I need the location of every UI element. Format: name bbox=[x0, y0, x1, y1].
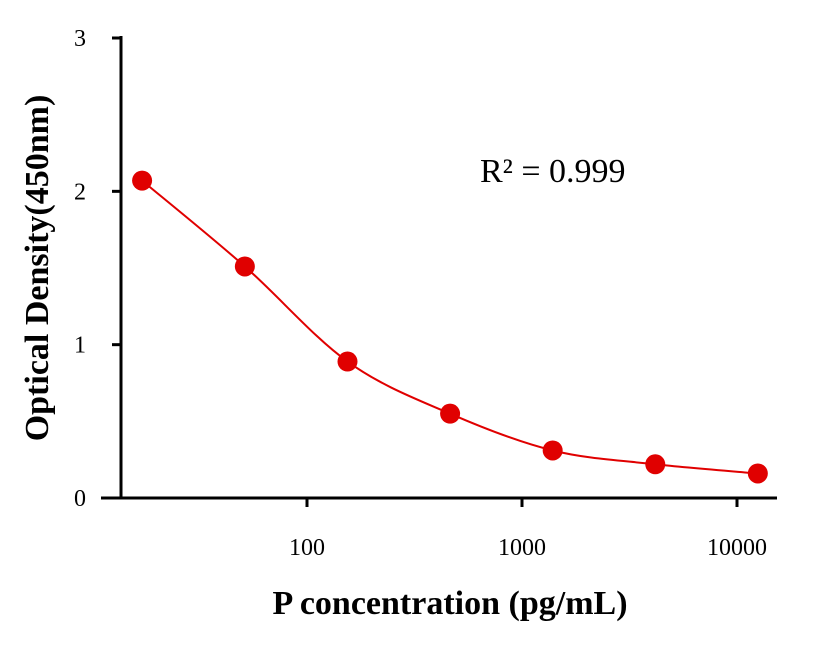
y-tick-label: 2 bbox=[74, 179, 86, 205]
x-tick-label: 1000 bbox=[498, 535, 546, 561]
y-tick-label: 3 bbox=[74, 26, 86, 52]
fit-curve bbox=[141, 179, 758, 475]
y-tick-label: 0 bbox=[74, 486, 86, 512]
y-tick-label: 1 bbox=[74, 333, 86, 359]
data-point bbox=[747, 463, 768, 484]
x-axis-label: P concentration (pg/mL) bbox=[272, 585, 627, 622]
x-tick-label: 10000 bbox=[707, 535, 767, 561]
r-squared-annotation: R² = 0.999 bbox=[480, 153, 626, 190]
data-point bbox=[645, 454, 666, 475]
data-point bbox=[337, 351, 358, 372]
data-point bbox=[542, 440, 563, 461]
data-point bbox=[440, 403, 461, 424]
data-point bbox=[234, 256, 255, 277]
data-point bbox=[132, 170, 153, 191]
x-tick-label: 100 bbox=[289, 535, 325, 561]
y-axis-label: Optical Density(450nm) bbox=[19, 95, 56, 442]
